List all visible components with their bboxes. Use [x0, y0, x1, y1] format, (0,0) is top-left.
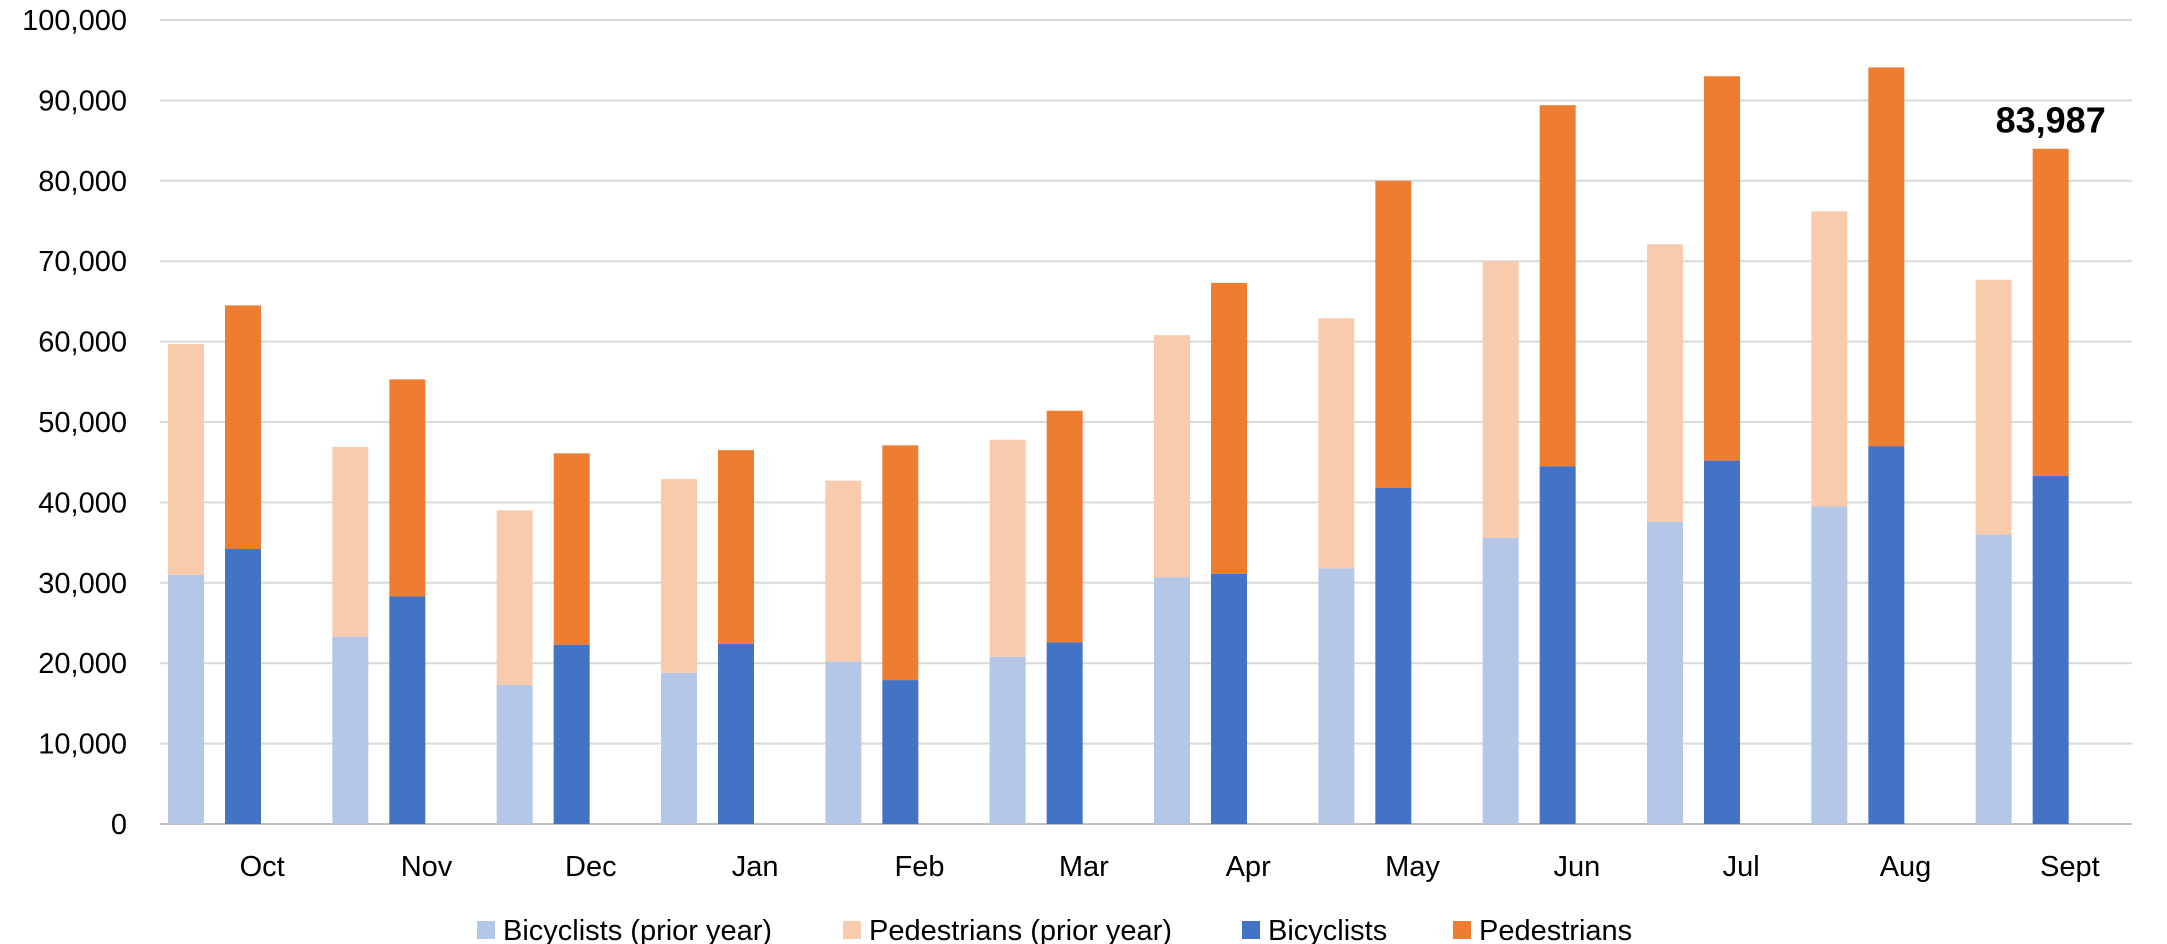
data-labels: 83,987	[1996, 100, 2106, 141]
bar-pedestrians-prior-year-mar	[989, 439, 1026, 657]
bar-bicyclists-prior-year-nov	[332, 636, 369, 824]
bar-pedestrians-prior-year-oct	[168, 344, 204, 575]
bar-pedestrians-prior-year-dec	[496, 510, 533, 685]
x-axis: Oct Nov Dec Jan Feb Mar Apr May Jun Jul Aug Sept	[240, 851, 2100, 883]
bar-pedestrians-jan	[718, 450, 754, 644]
bar-bicyclists-aug	[1868, 446, 1905, 824]
bar-bicyclists-prior-year-oct	[168, 574, 204, 824]
y-tick-label: 90,000	[38, 85, 127, 117]
x-tick-label: Jul	[1723, 851, 1760, 883]
bar-bicyclists-prior-year-dec	[496, 684, 533, 824]
y-tick-label: 60,000	[38, 327, 127, 359]
y-tick-label: 80,000	[38, 166, 127, 198]
bar-pedestrians-mar	[1046, 410, 1083, 643]
bar-bicyclists-prior-year-jul	[1647, 521, 1683, 824]
legend-swatch	[843, 921, 861, 939]
bar-bicyclists-sept	[2032, 475, 2069, 824]
bar-bicyclists-prior-year-may	[1318, 568, 1355, 824]
bar-pedestrians-feb	[882, 445, 919, 681]
bar-pedestrians-aug	[1868, 67, 1905, 447]
x-tick-label: Aug	[1880, 851, 1932, 883]
bar-bicyclists-prior-year-mar	[989, 656, 1026, 824]
legend: Bicyclists (prior year) Pedestrians (prio…	[477, 915, 1632, 944]
bar-pedestrians-prior-year-jan	[661, 479, 697, 673]
bar-pedestrians-dec	[553, 453, 590, 645]
bar-pedestrians-prior-year-jun	[1482, 261, 1519, 538]
bar-bicyclists-nov	[389, 596, 426, 824]
bar-bicyclists-jun	[1539, 466, 1576, 824]
bar-pedestrians-jul	[1704, 76, 1740, 461]
legend-label: Bicyclists (prior year)	[503, 915, 772, 944]
y-tick-label: 70,000	[38, 246, 127, 278]
x-tick-label: Nov	[401, 851, 453, 883]
x-tick-label: Jan	[732, 851, 779, 883]
legend-label: Pedestrians	[1479, 915, 1632, 944]
bar-pedestrians-prior-year-nov	[332, 446, 369, 637]
bar-bicyclists-jan	[718, 643, 754, 824]
y-tick-label: 0	[111, 809, 127, 841]
data-label: 83,987	[1996, 100, 2106, 141]
bar-pedestrians-prior-year-feb	[825, 480, 862, 662]
bar-bicyclists-oct	[225, 549, 261, 824]
x-tick-label: May	[1385, 851, 1440, 883]
bar-bicyclists-prior-year-sept	[1975, 534, 2012, 824]
x-tick-label: Feb	[895, 851, 945, 883]
bar-pedestrians-may	[1375, 180, 1412, 488]
bar-bicyclists-prior-year-jan	[661, 672, 697, 824]
bar-pedestrians-apr	[1211, 282, 1247, 574]
x-tick-label: Apr	[1226, 851, 1271, 883]
bars	[168, 67, 2069, 824]
bar-pedestrians-prior-year-apr	[1154, 335, 1190, 578]
legend-swatch	[1453, 921, 1471, 939]
bar-pedestrians-oct	[225, 305, 261, 550]
y-tick-label: 40,000	[38, 487, 127, 519]
legend-label: Pedestrians (prior year)	[869, 915, 1172, 944]
legend-label: Bicyclists	[1268, 915, 1387, 944]
bar-bicyclists-dec	[553, 644, 590, 824]
y-tick-label: 50,000	[38, 407, 127, 439]
x-tick-label: Mar	[1059, 851, 1109, 883]
x-tick-label: Dec	[565, 851, 617, 883]
bar-bicyclists-feb	[882, 680, 919, 824]
bar-pedestrians-jun	[1539, 105, 1576, 467]
bar-pedestrians-nov	[389, 379, 426, 597]
bar-bicyclists-mar	[1046, 642, 1083, 824]
y-tick-label: 30,000	[38, 568, 127, 600]
bar-bicyclists-prior-year-aug	[1811, 506, 1848, 824]
x-tick-label: Jun	[1553, 851, 1600, 883]
bar-bicyclists-jul	[1704, 460, 1740, 824]
bar-bicyclists-prior-year-feb	[825, 661, 862, 824]
legend-swatch	[1242, 921, 1260, 939]
bar-pedestrians-prior-year-aug	[1811, 211, 1848, 507]
bar-pedestrians-prior-year-jul	[1647, 244, 1683, 522]
x-tick-label: Sept	[2040, 851, 2100, 883]
y-axis: 0 10,000 20,000 30,000 40,000 50,000 60,000 70,…	[22, 5, 127, 841]
bar-bicyclists-may	[1375, 487, 1412, 824]
bar-bicyclists-apr	[1211, 573, 1247, 824]
bar-bicyclists-prior-year-jun	[1482, 537, 1519, 824]
bar-pedestrians-sept	[2032, 148, 2069, 476]
y-tick-label: 100,000	[22, 5, 127, 37]
y-tick-label: 20,000	[38, 648, 127, 680]
bar-pedestrians-prior-year-sept	[1975, 279, 2012, 535]
bar-pedestrians-prior-year-may	[1318, 318, 1355, 569]
y-tick-label: 10,000	[38, 729, 127, 761]
gridlines	[160, 19, 2132, 825]
bar-bicyclists-prior-year-apr	[1154, 577, 1190, 824]
x-tick-label: Oct	[240, 851, 285, 883]
legend-swatch	[477, 921, 495, 939]
